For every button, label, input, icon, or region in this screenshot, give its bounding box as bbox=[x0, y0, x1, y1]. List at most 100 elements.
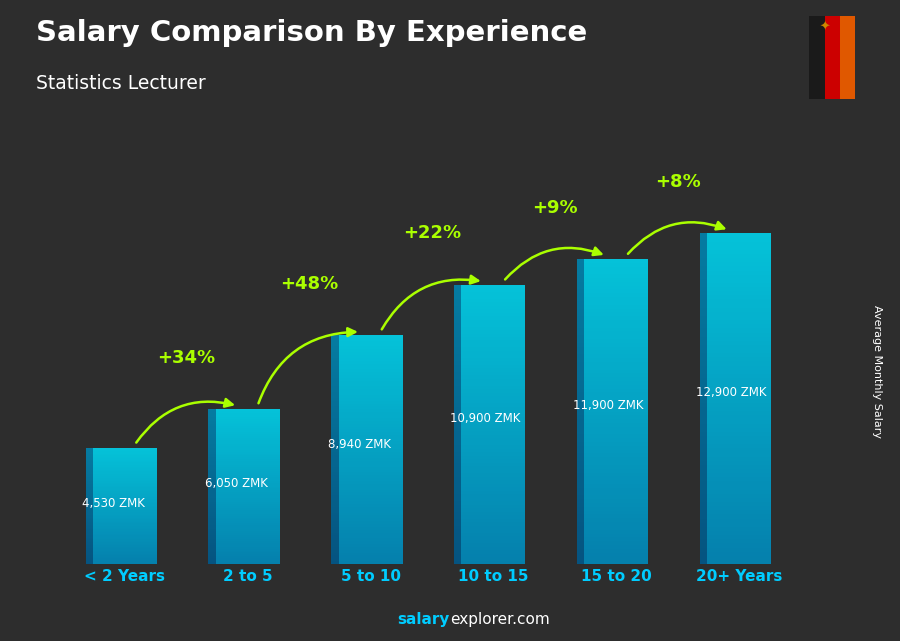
Bar bbox=[331, 349, 338, 352]
Bar bbox=[216, 535, 280, 537]
Bar bbox=[93, 455, 157, 456]
Bar bbox=[707, 415, 771, 419]
Bar bbox=[216, 528, 280, 529]
Bar bbox=[331, 335, 338, 338]
Bar bbox=[707, 287, 771, 291]
Bar bbox=[707, 506, 771, 510]
Bar bbox=[216, 506, 280, 508]
Bar bbox=[707, 365, 771, 370]
Bar bbox=[577, 366, 584, 370]
Bar bbox=[86, 539, 93, 541]
Bar bbox=[86, 487, 93, 488]
Bar bbox=[707, 478, 771, 481]
Bar bbox=[577, 499, 584, 503]
Bar bbox=[86, 465, 93, 467]
Bar bbox=[331, 472, 338, 475]
Bar bbox=[577, 446, 584, 450]
Bar bbox=[338, 406, 402, 410]
Bar bbox=[93, 458, 157, 460]
Bar bbox=[462, 453, 526, 456]
Bar bbox=[86, 526, 93, 528]
Bar bbox=[331, 404, 338, 406]
Bar bbox=[577, 388, 584, 392]
Bar bbox=[209, 528, 216, 529]
Bar bbox=[86, 492, 93, 493]
Bar bbox=[584, 392, 648, 396]
Bar bbox=[331, 381, 338, 383]
Bar bbox=[462, 442, 526, 445]
Bar bbox=[338, 524, 402, 527]
Bar bbox=[209, 539, 216, 541]
Bar bbox=[700, 316, 707, 320]
Bar bbox=[454, 508, 462, 512]
Bar bbox=[338, 504, 402, 507]
Bar bbox=[700, 527, 707, 531]
Bar bbox=[331, 410, 338, 412]
Bar bbox=[700, 473, 707, 478]
Bar bbox=[700, 502, 707, 506]
Bar bbox=[577, 450, 584, 453]
Bar bbox=[86, 532, 93, 533]
Bar bbox=[462, 494, 526, 497]
Bar bbox=[454, 306, 462, 309]
Bar bbox=[93, 557, 157, 558]
Bar bbox=[216, 447, 280, 450]
Bar bbox=[707, 324, 771, 328]
Bar bbox=[462, 323, 526, 326]
Bar bbox=[338, 521, 402, 524]
Bar bbox=[216, 426, 280, 428]
Bar bbox=[577, 408, 584, 412]
Bar bbox=[338, 438, 402, 441]
Text: salary: salary bbox=[398, 612, 450, 627]
Bar bbox=[707, 510, 771, 515]
Bar bbox=[454, 403, 462, 407]
Bar bbox=[577, 511, 584, 515]
Bar bbox=[700, 242, 707, 246]
Bar bbox=[700, 341, 707, 345]
Bar bbox=[707, 274, 771, 279]
Bar bbox=[209, 411, 216, 413]
Bar bbox=[577, 328, 584, 331]
Bar bbox=[338, 346, 402, 349]
Bar bbox=[584, 446, 648, 450]
Bar bbox=[93, 451, 157, 453]
Bar bbox=[577, 412, 584, 415]
Bar bbox=[707, 299, 771, 304]
Bar bbox=[584, 339, 648, 343]
Bar bbox=[331, 426, 338, 429]
Bar bbox=[93, 528, 157, 529]
Bar bbox=[700, 283, 707, 287]
Bar bbox=[700, 432, 707, 436]
Bar bbox=[462, 456, 526, 459]
Bar bbox=[86, 515, 93, 516]
Bar bbox=[577, 331, 584, 335]
Bar bbox=[700, 299, 707, 304]
Bar bbox=[454, 487, 462, 491]
Bar bbox=[216, 452, 280, 454]
Bar bbox=[338, 421, 402, 424]
Bar bbox=[338, 535, 402, 538]
Bar bbox=[700, 428, 707, 432]
Bar bbox=[216, 462, 280, 463]
Bar bbox=[584, 347, 648, 351]
Bar bbox=[86, 471, 93, 472]
Bar bbox=[700, 353, 707, 358]
Bar bbox=[331, 533, 338, 535]
Bar bbox=[331, 518, 338, 521]
Bar bbox=[331, 441, 338, 444]
Bar bbox=[209, 440, 216, 442]
Bar bbox=[86, 518, 93, 519]
Bar bbox=[577, 484, 584, 488]
Bar bbox=[700, 349, 707, 353]
Bar bbox=[338, 464, 402, 467]
Bar bbox=[93, 490, 157, 492]
Bar bbox=[707, 395, 771, 399]
Bar bbox=[209, 533, 216, 535]
Bar bbox=[707, 502, 771, 506]
Bar bbox=[338, 469, 402, 472]
Bar bbox=[454, 512, 462, 515]
Bar bbox=[462, 417, 526, 421]
Bar bbox=[331, 444, 338, 447]
Bar bbox=[209, 523, 216, 526]
Bar bbox=[462, 515, 526, 519]
